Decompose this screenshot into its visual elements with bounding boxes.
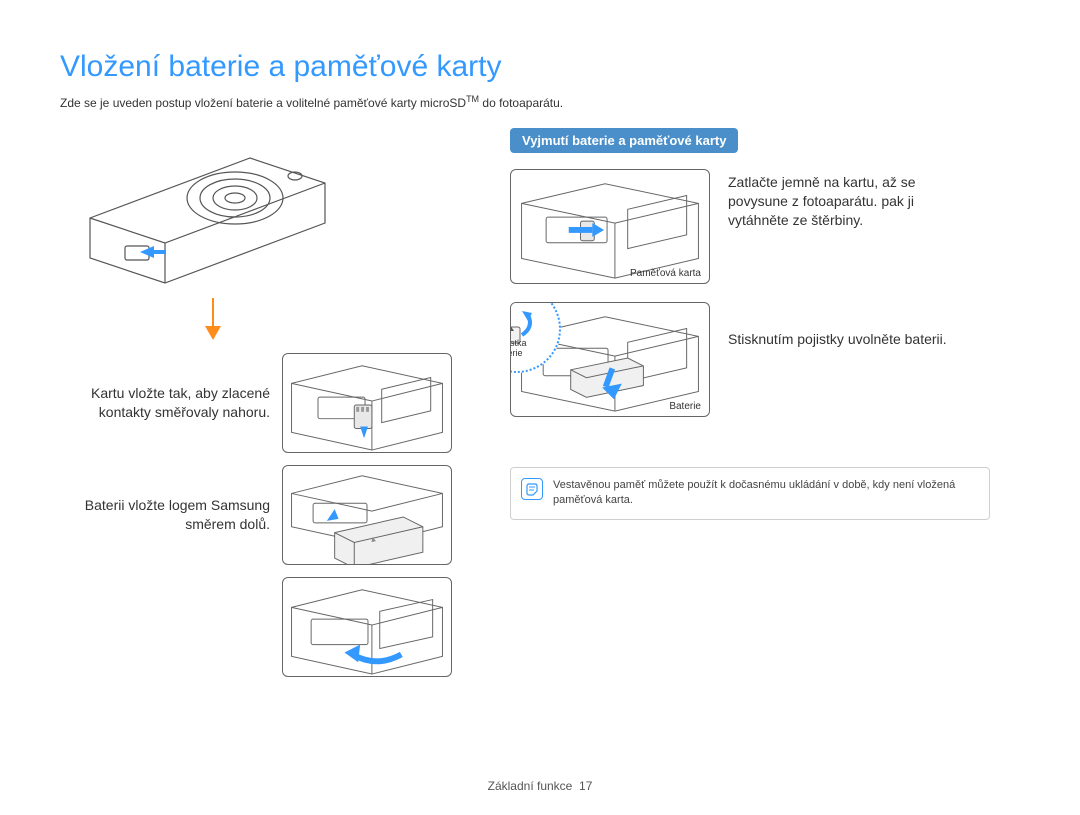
arrow-icon	[360, 427, 368, 439]
battery-lock-callout: Pojistka baterie	[510, 302, 565, 377]
intro-before: Zde se je uveden postup vložení baterie …	[60, 96, 466, 110]
lock-label-2: baterie	[510, 348, 523, 358]
insert-battery-illustration: ▲	[282, 465, 452, 565]
left-column: Kartu vložte tak, aby zlacené kontakty s…	[60, 128, 490, 689]
note-text: Vestavěnou paměť můžete použít k dočasné…	[553, 479, 955, 506]
lock-label-1: Pojistka	[510, 338, 527, 348]
remove-card-illustration: Paměťová karta	[510, 169, 710, 284]
intro-text: Zde se je uveden postup vložení baterie …	[60, 94, 1020, 110]
intro-after: do fotoaparátu.	[479, 96, 563, 110]
note-box: Vestavěnou paměť můžete použít k dočasné…	[510, 467, 990, 520]
insert-card-illustration	[282, 353, 452, 453]
close-cover-illustration	[282, 577, 452, 677]
page-footer: Základní funkce 17	[0, 779, 1080, 793]
camera-illustration	[70, 128, 340, 288]
footer-page: 17	[579, 779, 592, 793]
remove-card-text: Zatlačte jemně na kartu, až se povysune …	[728, 169, 958, 230]
battery-label: Baterie	[669, 401, 701, 412]
arrow-down-icon	[200, 298, 490, 345]
memory-card-label: Paměťová karta	[630, 268, 701, 279]
blue-arrow-icon	[140, 246, 166, 258]
right-column: Vyjmutí baterie a paměťové karty	[510, 128, 990, 689]
intro-tm: TM	[466, 94, 479, 104]
close-arrow-icon	[344, 645, 401, 663]
removal-subhead: Vyjmutí baterie a paměťové karty	[510, 128, 738, 153]
footer-label: Základní funkce	[488, 779, 573, 793]
note-icon	[521, 478, 543, 500]
remove-battery-text: Stisknutím pojistky uvolněte baterii.	[728, 302, 958, 349]
insert-battery-text: Baterii vložte logem Samsung směrem dolů…	[60, 496, 270, 534]
arrow-icon	[327, 509, 339, 521]
page-title: Vložení baterie a paměťové karty	[60, 50, 1020, 84]
remove-battery-illustration: Pojistka baterie	[510, 302, 710, 417]
insert-card-text: Kartu vložte tak, aby zlacené kontakty s…	[60, 384, 270, 422]
